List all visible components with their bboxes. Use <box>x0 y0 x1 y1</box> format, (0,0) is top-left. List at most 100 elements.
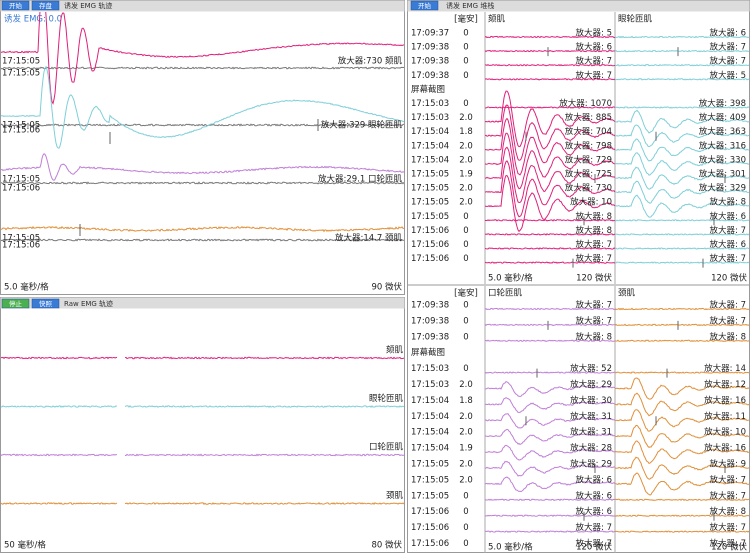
button[interactable] <box>410 0 439 11</box>
amplifier-label: 放大器: 1070 <box>559 98 612 109</box>
panel <box>0 297 405 553</box>
row-time: 17:15:03 <box>411 380 449 390</box>
button-label[interactable]: 存盘 <box>39 1 53 10</box>
row-time: 17:15:05 <box>411 170 449 180</box>
amplifier-label: 放大器: 31 <box>570 427 612 438</box>
trace-time: 17:15:06 <box>2 126 40 136</box>
stack-trace <box>614 440 749 464</box>
stack-trace <box>614 409 749 432</box>
stack-trace <box>485 247 616 250</box>
stack-trace <box>485 460 616 477</box>
row-time: 17:15:04 <box>411 412 449 422</box>
channel-label: 颈肌 <box>386 491 404 501</box>
amplifier-label: 放大器: 8 <box>710 331 746 342</box>
stack-trace <box>485 35 616 39</box>
stack-trace <box>614 377 749 400</box>
amplifier-label: 放大器: 704 <box>565 126 612 137</box>
amplifier-label: 放大器: 29 <box>570 379 612 390</box>
trace-area <box>1 12 404 242</box>
sensitivity: 120 微伏 <box>576 273 612 284</box>
amplifier-label: 放大器: 730 <box>565 183 612 194</box>
amplifier-label: 放大器: 6 <box>576 490 612 501</box>
row-current: 2.0 <box>459 155 473 165</box>
stack-trace <box>485 397 616 413</box>
stack-trace <box>485 339 616 343</box>
row-time: 17:15:05 <box>411 460 449 470</box>
row-current: 0 <box>463 301 468 311</box>
amplifier-label: 放大器: 7 <box>710 522 746 533</box>
row-current: 2.0 <box>459 113 473 123</box>
button[interactable] <box>31 298 60 309</box>
emg-trace <box>1 225 404 233</box>
row-current: 0 <box>463 332 468 342</box>
raw-trace <box>124 502 404 505</box>
emg-trace <box>1 153 404 181</box>
stack-trace <box>614 63 749 67</box>
amplifier-label: 放大器: 6 <box>576 506 612 517</box>
stack-trace <box>614 247 749 250</box>
amplifier-label: 放大器: 7 <box>710 253 746 264</box>
stack-trace <box>485 219 616 222</box>
row-time: 17:15:05 <box>411 491 449 501</box>
row-current: 2.0 <box>459 198 473 208</box>
toolbar <box>0 0 405 12</box>
column-header: [毫安] <box>454 288 478 299</box>
row-time: 17:15:06 <box>411 226 449 236</box>
button[interactable] <box>1 298 30 309</box>
sensitivity: 120 微伏 <box>711 273 747 284</box>
row-time: 17:15:03 <box>411 99 449 109</box>
amplifier-label: 放大器: 7 <box>710 225 746 236</box>
trace-time: 17:15:05 <box>2 69 40 79</box>
stack-trace <box>614 109 749 134</box>
stack-trace <box>485 90 616 148</box>
amplifier-label: 放大器: 6 <box>576 474 612 485</box>
amplifier-label: 放大器: 31 <box>570 411 612 422</box>
row-current: 0 <box>463 491 468 501</box>
stack-traces <box>485 307 749 533</box>
row-current: 0 <box>463 254 468 264</box>
amplifier-label: 放大器: 725 <box>565 169 612 180</box>
amplifier-label: 放大器: 8 <box>710 506 746 517</box>
row-time: 17:15:05 <box>411 212 449 222</box>
amplifier-label: 放大器: 8 <box>576 331 612 342</box>
row-time: 17:15:05 <box>411 198 449 208</box>
stack-trace <box>485 323 615 327</box>
trace-time: 17:15:05 <box>2 234 40 244</box>
stack-trace <box>485 146 616 204</box>
trace-time: 17:15:05 <box>2 175 40 185</box>
amplifier-label: 放大器: 729 <box>565 154 612 165</box>
row-time: 17:09:37 <box>411 29 449 39</box>
baseline-trace <box>1 66 404 70</box>
row-current: 0 <box>463 364 468 374</box>
channel-name: 眼轮匝肌 <box>618 14 653 25</box>
button[interactable] <box>1 0 30 11</box>
row-time: 屏幕截图 <box>411 84 445 95</box>
channel-name: 口轮匝肌 <box>488 288 523 299</box>
amplifier-label: 放大器: 7 <box>576 522 612 533</box>
raw-trace <box>1 405 118 408</box>
row-time: 17:15:06 <box>411 507 449 517</box>
trace-time: 17:15:06 <box>2 241 40 251</box>
stack-trace <box>614 106 749 109</box>
amplifier-label: 放大器: 12 <box>704 379 746 390</box>
button-label[interactable]: 开始 <box>9 1 23 10</box>
button-label[interactable]: 停止 <box>9 299 23 308</box>
amplifier-label: 放大器: 8 <box>576 225 612 236</box>
button-label[interactable]: 开始 <box>418 1 432 10</box>
stack-trace <box>614 371 749 374</box>
amplifier-label: 放大器: 301 <box>699 169 746 180</box>
row-current: 0 <box>463 43 468 53</box>
row-current: 0 <box>463 316 468 326</box>
amplifier-label: 放大器: 8 <box>710 197 746 208</box>
sensitivity: 120 微伏 <box>711 542 747 553</box>
amplifier-label: 放大器:14.7 颈肌 <box>335 233 402 244</box>
timebase: 5.0 毫秒/格 <box>488 273 533 284</box>
stack-trace <box>615 472 749 496</box>
stack-trace <box>614 530 749 533</box>
button-label[interactable]: 快照 <box>39 299 53 308</box>
stack-trace <box>485 160 616 218</box>
button[interactable] <box>31 0 60 11</box>
row-current: 2.0 <box>459 412 473 422</box>
toolbar <box>0 297 405 309</box>
channel-label: 口轮匝肌 <box>369 442 404 453</box>
